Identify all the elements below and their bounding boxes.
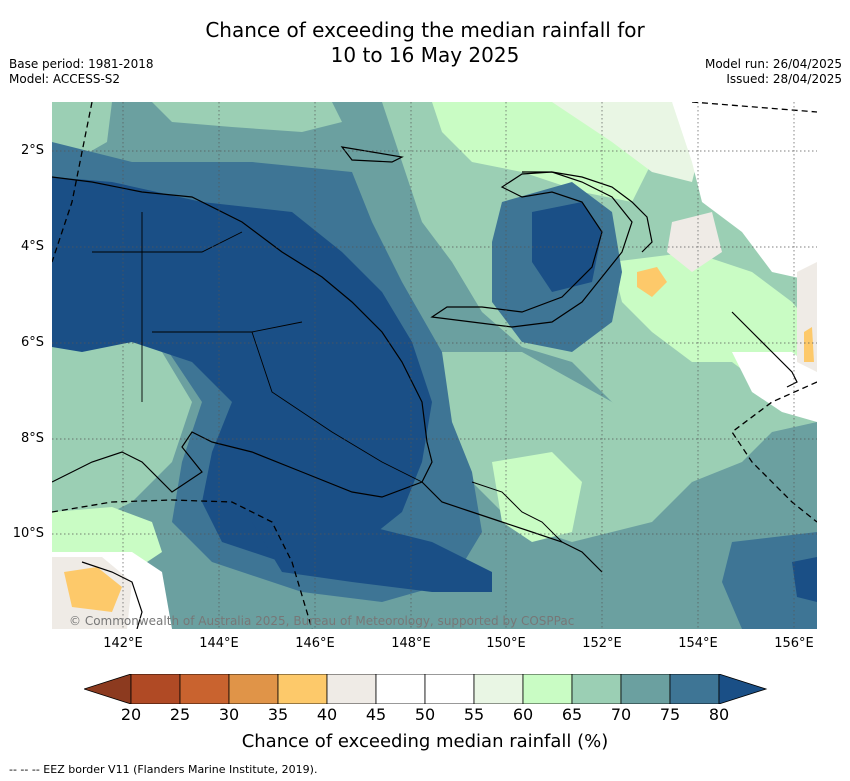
- zone-45-55-e: [732, 352, 817, 422]
- lat-label-4s: 4°S: [20, 239, 44, 254]
- lon-label-142e: 142°E: [103, 636, 143, 651]
- chart-title: Chance of exceeding the median rainfall …: [0, 18, 850, 68]
- coastline-manus: [340, 146, 404, 163]
- zone-60-65-central: [492, 452, 582, 542]
- colorbar-tick-40: 40: [316, 705, 338, 724]
- zone-80-plus-se: [792, 557, 817, 602]
- colorbar-tick-50: 50: [414, 705, 436, 724]
- colorbar-cell-50-55: [424, 674, 475, 704]
- colorbar-cell-70-75: [620, 674, 671, 704]
- copyright-notice: © Commonwealth of Australia 2025, Bureau…: [69, 614, 575, 628]
- zone-65-70-n: [152, 102, 342, 132]
- lon-label-148e: 148°E: [391, 636, 431, 651]
- zone-35-40-e: [804, 327, 814, 362]
- colorbar-extend-high: [718, 674, 768, 704]
- zone-65-70-central: [412, 352, 692, 542]
- coastline-cape-york: [81, 561, 143, 629]
- lon-label-146e: 146°E: [295, 636, 335, 651]
- colorbar-tick-25: 25: [169, 705, 191, 724]
- colorbar-tick-35: 35: [267, 705, 289, 724]
- colorbar-cell-65-70: [571, 674, 622, 704]
- lon-label-144e: 144°E: [199, 636, 239, 651]
- colorbar-tick-20: 20: [120, 705, 142, 724]
- lon-label-154e: 154°E: [678, 636, 718, 651]
- province-boundaries: [92, 212, 423, 483]
- rainfall-map: [52, 102, 817, 629]
- zone-80-plus-south: [252, 522, 492, 592]
- colorbar-extend-low: [84, 674, 132, 704]
- zone-65-70-w: [52, 332, 192, 532]
- lat-label-6s: 6°S: [20, 335, 44, 350]
- zone-45-55-ne: [672, 102, 817, 282]
- colorbar-cell-40-45: [326, 674, 377, 704]
- lon-label-156e: 156°E: [774, 636, 814, 651]
- colorbar-tick-65: 65: [561, 705, 583, 724]
- eez-border: [52, 102, 817, 629]
- colorbar-cell-45-50: [375, 674, 426, 704]
- title-line-2: 10 to 16 May 2025: [330, 43, 520, 67]
- colorbar-tick-80: 80: [708, 705, 730, 724]
- colorbar-label: Chance of exceeding median rainfall (%): [241, 731, 609, 752]
- colorbar-tick-75: 75: [659, 705, 681, 724]
- coastline-new-britain: [430, 171, 633, 328]
- base-period: Base period: 1981-2018: [9, 57, 154, 71]
- colorbar-cell-75-80: [669, 674, 720, 704]
- colorbar: [84, 674, 768, 704]
- colorbar-cell-30-35: [228, 674, 279, 704]
- coastline-bougainville: [731, 311, 798, 388]
- zone-35-40-sw: [64, 567, 122, 612]
- zone-40-45-ne: [667, 212, 722, 272]
- zone-80-plus-newbritain: [532, 202, 602, 292]
- lat-label-2s: 2°S: [20, 143, 44, 158]
- zone-75-80-se: [722, 532, 817, 629]
- colorbar-cell-60-65: [522, 674, 573, 704]
- colorbar-tick-60: 60: [512, 705, 534, 724]
- model-run: Model run: 26/04/2025: [704, 57, 842, 71]
- coastline-islands-d-entrecasteaux: [471, 481, 563, 543]
- colorbar-tick-30: 30: [218, 705, 240, 724]
- colorbar-cell-25-30: [179, 674, 230, 704]
- lon-label-150e: 150°E: [486, 636, 526, 651]
- colorbar-tick-45: 45: [365, 705, 387, 724]
- zone-55-60-ne: [552, 102, 702, 182]
- colorbar-cell-20-25: [130, 674, 181, 704]
- coastline-papuan-peninsula: [421, 481, 603, 573]
- coastline-new-ireland: [522, 171, 653, 253]
- meta-right: Model run: 26/04/2025 Issued: 28/04/2025: [705, 57, 842, 87]
- colorbar-cell-35-40: [277, 674, 328, 704]
- gridlines: [52, 102, 817, 629]
- title-line-1: Chance of exceeding the median rainfall …: [205, 18, 645, 42]
- colorbar-cell-55-60: [473, 674, 524, 704]
- zone-35-40-ne: [637, 267, 667, 297]
- model-name: Model: ACCESS-S2: [9, 72, 121, 86]
- eez-footnote: -- -- -- EEZ border V11 (Flanders Marine…: [9, 763, 318, 776]
- lon-label-152e: 152°E: [582, 636, 622, 651]
- meta-left: Base period: 1981-2018 Model: ACCESS-S2: [9, 57, 154, 87]
- zone-80-plus-mainland: [52, 177, 432, 562]
- lat-label-10s: 10°S: [12, 526, 44, 541]
- colorbar-tick-55: 55: [463, 705, 485, 724]
- map-svg: [52, 102, 817, 629]
- issued-date: Issued: 28/04/2025: [726, 72, 842, 86]
- lat-label-8s: 8°S: [20, 431, 44, 446]
- colorbar-tick-70: 70: [610, 705, 632, 724]
